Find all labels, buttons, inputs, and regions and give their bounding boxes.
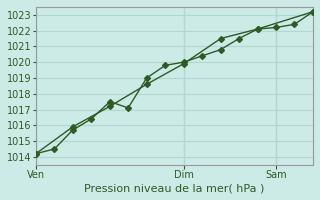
X-axis label: Pression niveau de la mer( hPa ): Pression niveau de la mer( hPa ) <box>84 183 265 193</box>
